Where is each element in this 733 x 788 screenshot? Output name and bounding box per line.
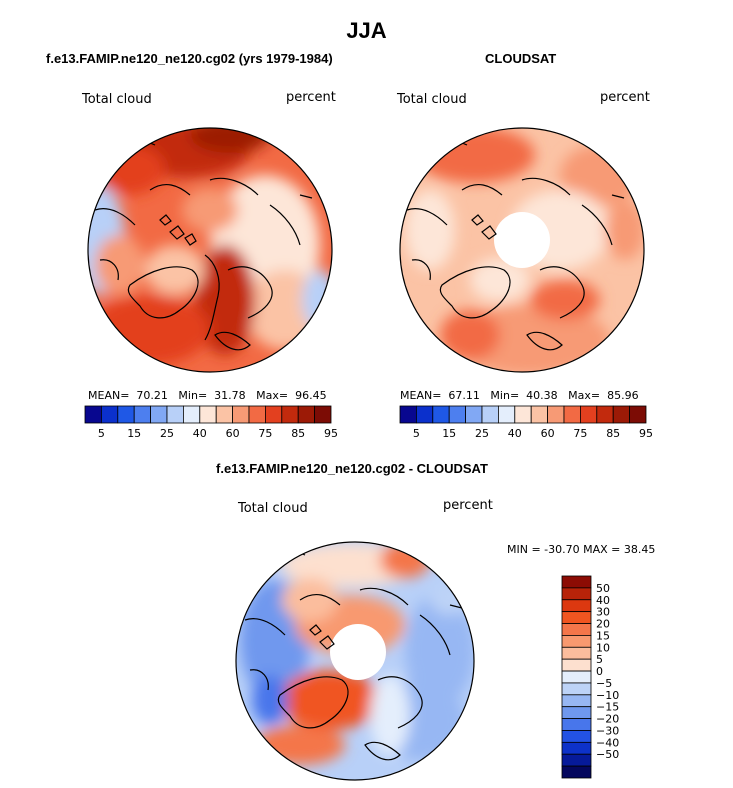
model-stats: MEAN= 70.21 Min= 31.78 Max= 96.45 bbox=[88, 389, 327, 402]
colorbar-swatch bbox=[629, 405, 647, 424]
colorbar-swatch bbox=[561, 611, 592, 624]
colorbar-tick-label: 60 bbox=[226, 427, 240, 440]
colorbar-swatch bbox=[561, 706, 592, 719]
colorbar-tick-label: −5 bbox=[596, 677, 612, 690]
colorbar-swatch bbox=[561, 753, 592, 767]
colorbar-swatch bbox=[561, 741, 592, 755]
colorbar-tick-label: 95 bbox=[324, 427, 338, 440]
cloudsat-units-label: percent bbox=[600, 90, 650, 105]
colorbar-swatch bbox=[561, 575, 592, 589]
difference-panel-title: f.e13.FAMIP.ne120_ne120.cg02 - CLOUDSAT bbox=[216, 461, 488, 476]
colorbar-swatch bbox=[561, 718, 592, 731]
model-panel-title: f.e13.FAMIP.ne120_ne120.cg02 (yrs 1979-1… bbox=[46, 51, 333, 66]
colorbar-tick-label: 75 bbox=[258, 427, 272, 440]
colorbar-tick-label: 10 bbox=[596, 641, 610, 654]
colorbar-swatch bbox=[561, 682, 592, 696]
colorbar-tick-label: 60 bbox=[541, 427, 555, 440]
model-colorbar: 5 15 25 40 60 75 85 95 bbox=[84, 405, 338, 440]
colorbar-tick-label: 75 bbox=[573, 427, 587, 440]
colorbar-tick-label: 30 bbox=[596, 606, 610, 619]
difference-variable-label: Total cloud bbox=[238, 501, 308, 516]
main-title: JJA bbox=[346, 18, 387, 43]
colorbar-swatch bbox=[314, 405, 332, 424]
model-polar-map bbox=[87, 127, 333, 373]
colorbar-tick-label: 40 bbox=[596, 594, 610, 607]
difference-minmax: MIN = -30.70 MAX = 38.45 bbox=[507, 543, 656, 556]
colorbar-tick-label: −30 bbox=[596, 724, 619, 737]
colorbar-swatch bbox=[561, 587, 592, 601]
cloudsat-variable-label: Total cloud bbox=[397, 92, 467, 107]
colorbar-tick-label: 40 bbox=[508, 427, 522, 440]
colorbar-tick-label: 85 bbox=[291, 427, 305, 440]
colorbar-tick-label: 5 bbox=[596, 653, 603, 666]
difference-units-label: percent bbox=[443, 498, 493, 513]
colorbar-tick-label: 95 bbox=[639, 427, 653, 440]
colorbar-tick-label: 25 bbox=[160, 427, 174, 440]
colorbar-swatch bbox=[561, 623, 592, 636]
cloudsat-colorbar: 5 15 25 40 60 75 85 95 bbox=[399, 405, 653, 440]
colorbar-tick-label: 20 bbox=[596, 618, 610, 631]
colorbar-tick-label: −40 bbox=[596, 736, 619, 749]
colorbar-tick-label: 15 bbox=[442, 427, 456, 440]
model-variable-label: Total cloud bbox=[82, 92, 152, 107]
colorbar-tick-label: 0 bbox=[596, 665, 603, 678]
colorbar-swatch bbox=[561, 599, 592, 613]
model-units-label: percent bbox=[286, 90, 336, 105]
colorbar-swatch bbox=[561, 730, 592, 743]
colorbar-swatch bbox=[561, 694, 592, 708]
colorbar-tick-label: −10 bbox=[596, 689, 619, 702]
colorbar-swatch bbox=[561, 765, 592, 779]
colorbar-tick-label: 5 bbox=[413, 427, 420, 440]
cloudsat-stats: MEAN= 67.11 Min= 40.38 Max= 85.96 bbox=[400, 389, 639, 402]
colorbar-tick-label: −50 bbox=[596, 748, 619, 761]
colorbar-tick-label: 40 bbox=[193, 427, 207, 440]
colorbar-swatch bbox=[561, 646, 592, 660]
colorbar-tick-label: 85 bbox=[606, 427, 620, 440]
colorbar-tick-label: 15 bbox=[596, 629, 610, 642]
cloudsat-panel-title: CLOUDSAT bbox=[485, 51, 557, 66]
colorbar-tick-label: 50 bbox=[596, 582, 610, 595]
colorbar-swatch bbox=[561, 658, 592, 672]
colorbar-tick-label: 5 bbox=[98, 427, 105, 440]
cloudsat-polar-map bbox=[399, 127, 645, 373]
colorbar-tick-label: 25 bbox=[475, 427, 489, 440]
colorbar-swatch bbox=[561, 670, 592, 684]
colorbar-tick-label: −15 bbox=[596, 701, 619, 714]
colorbar-swatch bbox=[561, 635, 592, 648]
colorbar-tick-label: 15 bbox=[127, 427, 141, 440]
colorbar-tick-label: −20 bbox=[596, 713, 619, 726]
